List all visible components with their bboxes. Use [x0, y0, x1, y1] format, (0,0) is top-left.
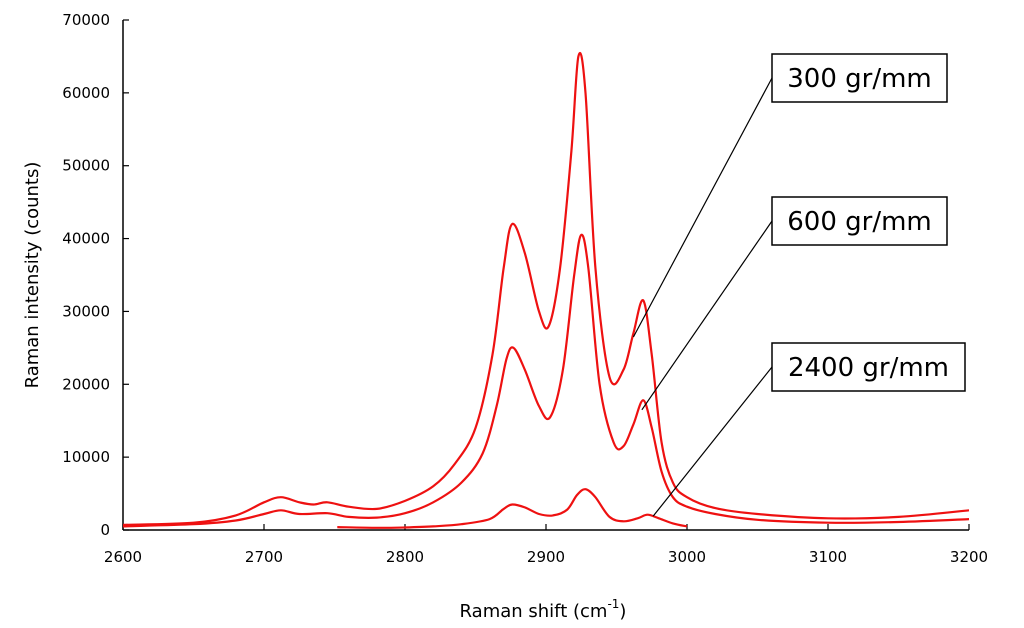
x-tick-label: 2800: [386, 548, 424, 566]
x-axis-title: Raman shift (cm-1): [460, 597, 627, 622]
y-tick-label: 60000: [62, 84, 110, 102]
y-tick-label: 70000: [62, 11, 110, 29]
annotation-leader-line: [632, 77, 773, 338]
y-tick-label: 40000: [62, 230, 110, 248]
x-axis-title-main: Raman shift (cm: [460, 601, 608, 622]
x-tick-label: 3200: [950, 548, 988, 566]
x-tick-label: 3000: [668, 548, 706, 566]
x-tick-label: 3100: [809, 548, 847, 566]
annotation-label: 600 gr/mm: [787, 207, 932, 237]
x-axis-ticks: 2600 2700 2800 2900 3000 3100 3200: [104, 524, 988, 566]
series-group: [122, 51, 970, 529]
series-line-2400-gr-mm: [337, 488, 688, 529]
annotation-leader-line: [641, 220, 773, 411]
y-tick-label: 50000: [62, 157, 110, 175]
annotation-box: [771, 53, 948, 103]
annotation-label: 300 gr/mm: [787, 64, 932, 94]
y-tick-label: 30000: [62, 302, 110, 320]
y-tick-label: 10000: [62, 448, 110, 466]
annotation-box: [771, 196, 948, 246]
x-axis-title-suffix: ): [619, 601, 626, 622]
y-tick-label: 0: [100, 521, 110, 539]
y-axis-title: Raman intensity (counts): [22, 162, 43, 389]
x-tick-label: 2900: [527, 548, 565, 566]
y-axis-ticks: 0 10000 20000 30000 40000 50000 60000 70000: [62, 11, 129, 539]
annotation-box: [771, 342, 966, 392]
y-tick-label: 20000: [62, 375, 110, 393]
series-line-600-gr-mm: [122, 233, 970, 528]
annotation-leader-line: [652, 366, 773, 517]
series-line-300-gr-mm: [122, 51, 970, 526]
x-axis-title-superscript: -1: [607, 597, 619, 611]
x-tick-label: 2600: [104, 548, 142, 566]
annotation-group: 300 gr/mm 600 gr/mm 2400 gr/mm: [632, 53, 966, 517]
x-tick-label: 2700: [245, 548, 283, 566]
annotation-label: 2400 gr/mm: [788, 353, 949, 383]
